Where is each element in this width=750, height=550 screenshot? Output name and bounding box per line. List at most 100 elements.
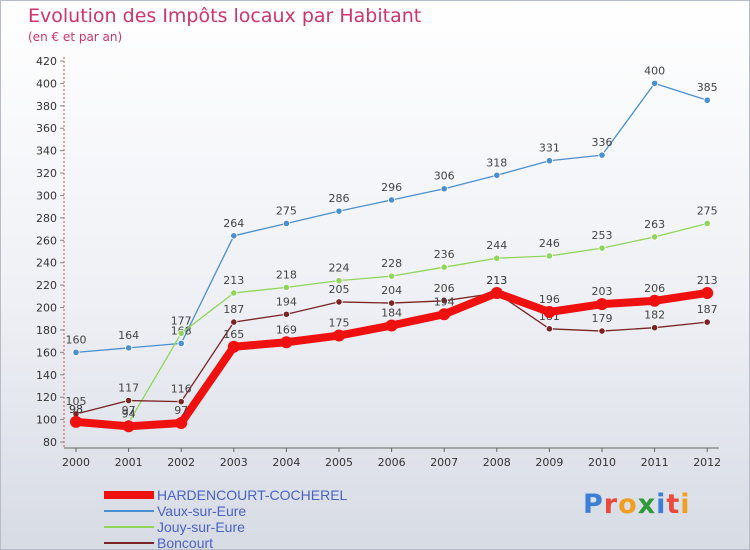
data-point: [543, 306, 556, 319]
data-label: 253: [592, 229, 613, 242]
data-point: [703, 219, 711, 228]
legend-item: Vaux-sur-Eure: [104, 503, 347, 519]
data-point: [335, 277, 343, 285]
data-label: 264: [223, 217, 244, 230]
data-label: 213: [486, 274, 507, 287]
data-point: [387, 272, 396, 280]
data-label: 117: [118, 382, 139, 395]
legend-swatch: [104, 510, 154, 512]
y-tick-label: 420: [36, 55, 57, 68]
data-point: [596, 298, 608, 311]
legend-label: Boncourt: [157, 535, 214, 550]
data-point: [230, 232, 238, 240]
data-point: [122, 420, 135, 433]
data-point: [70, 415, 82, 428]
data-label: 213: [697, 274, 718, 287]
y-tick-label: 100: [36, 414, 57, 427]
data-point: [598, 244, 606, 252]
data-point: [230, 318, 238, 326]
data-label: 213: [223, 274, 244, 287]
data-point: [490, 286, 503, 299]
data-label: 97: [122, 404, 136, 417]
data-label: 206: [434, 282, 455, 295]
y-tick-label: 280: [36, 212, 57, 225]
data-point: [282, 310, 290, 318]
data-point: [72, 348, 80, 356]
data-label: 296: [381, 181, 402, 194]
y-tick-label: 300: [36, 189, 57, 202]
data-label: 275: [697, 204, 718, 217]
data-label: 206: [644, 282, 665, 295]
legend-swatch: [104, 526, 154, 528]
data-label: 194: [276, 295, 297, 308]
data-label: 98: [69, 403, 83, 416]
logo-letter: o: [618, 489, 638, 520]
x-tick-label: 2010: [588, 456, 616, 469]
y-tick-label: 140: [36, 369, 57, 382]
y-tick-label: 320: [36, 167, 57, 180]
chart-subtitle: (en € et par an): [28, 30, 123, 44]
data-point: [227, 340, 240, 353]
data-label: 177: [171, 314, 192, 327]
x-tick-label: 2003: [220, 456, 248, 469]
y-tick-label: 260: [36, 234, 57, 247]
x-tick-label: 2000: [62, 456, 90, 469]
y-tick-label: 80: [43, 436, 57, 449]
data-point: [493, 171, 501, 179]
data-point: [440, 297, 448, 305]
y-tick-label: 380: [36, 100, 57, 113]
data-label: 94: [122, 407, 136, 420]
logo-letter: r: [603, 489, 619, 520]
chart-title: Evolution des Impôts locaux par Habitant: [28, 5, 422, 27]
legend-label: Jouy-sur-Eure: [157, 519, 245, 535]
data-point: [230, 289, 238, 297]
y-tick-label: 400: [36, 77, 57, 90]
data-label: 286: [329, 192, 350, 205]
data-label: 218: [276, 268, 297, 281]
data-point: [177, 398, 185, 406]
legend-swatch: [104, 542, 154, 544]
data-label: 306: [434, 170, 455, 183]
data-point: [703, 96, 711, 104]
proxiti-logo: Proxiti: [583, 489, 691, 520]
data-label: 204: [381, 284, 402, 297]
data-label: 385: [697, 81, 718, 94]
data-point: [125, 344, 133, 352]
logo-letter: i: [656, 489, 667, 520]
data-point: [177, 329, 185, 337]
data-label: 164: [118, 329, 139, 342]
data-point: [545, 252, 554, 260]
data-point: [387, 196, 396, 204]
x-tick-label: 2009: [535, 456, 563, 469]
data-label: 97: [174, 404, 188, 417]
x-tick-label: 2007: [430, 456, 458, 469]
data-point: [493, 254, 501, 262]
data-label: 179: [592, 312, 613, 325]
y-tick-label: 180: [36, 324, 57, 337]
legend-item: Boncourt: [104, 535, 347, 550]
chart-legend: HARDENCOURT-COCHEREL Vaux-sur-Eure Jouy-su…: [104, 487, 347, 550]
data-label: 182: [644, 309, 665, 322]
data-point: [177, 339, 185, 347]
legend-label: HARDENCOURT-COCHEREL: [157, 487, 348, 503]
data-point: [333, 329, 345, 342]
data-label: 224: [329, 262, 350, 275]
data-label: 318: [486, 156, 507, 169]
data-label: 165: [223, 328, 244, 341]
data-label: 213: [486, 274, 507, 287]
logo-letter: x: [637, 489, 657, 520]
data-point: [385, 319, 398, 332]
legend-item: HARDENCOURT-COCHEREL: [104, 487, 347, 503]
data-label: 160: [66, 333, 87, 346]
data-label: 203: [592, 285, 613, 298]
x-tick-label: 2005: [325, 456, 353, 469]
data-point: [701, 286, 714, 299]
logo-letter: P: [583, 489, 604, 520]
data-point: [650, 324, 659, 332]
data-point: [280, 336, 293, 349]
data-point: [335, 298, 343, 306]
data-label: 263: [644, 218, 665, 231]
legend-swatch: [104, 491, 154, 499]
